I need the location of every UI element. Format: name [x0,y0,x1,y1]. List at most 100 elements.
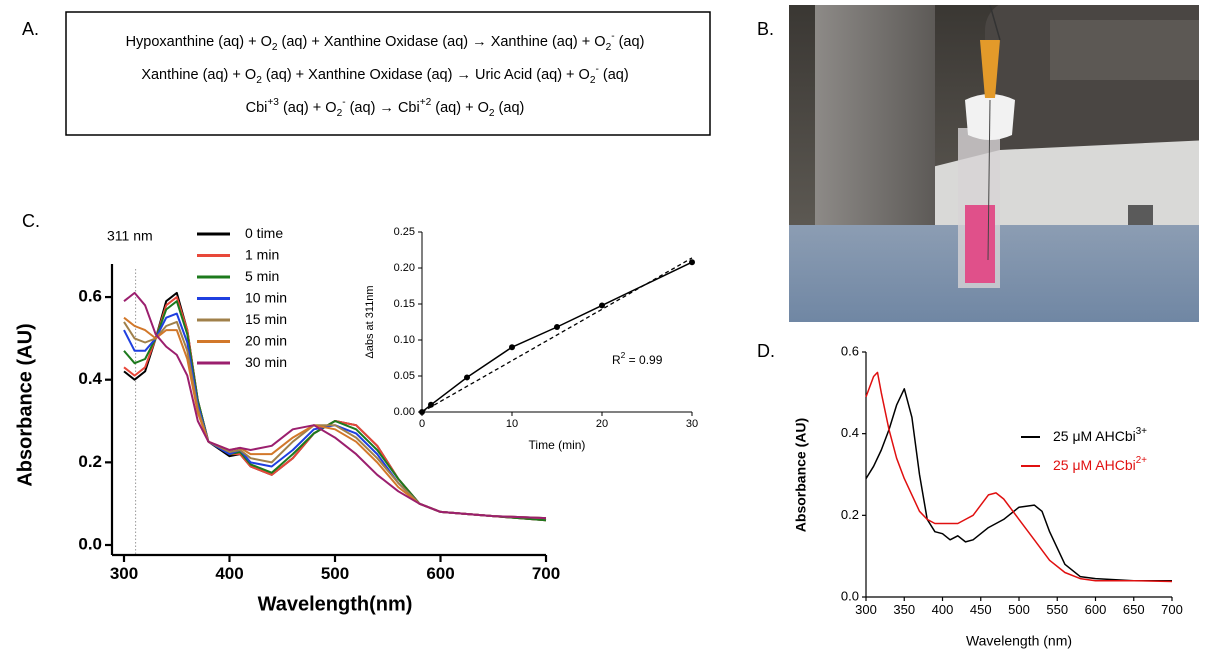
legend-label: 30 min [245,354,287,370]
text-run: (aq) [615,34,645,50]
text-run: (aq) + Xanthine Oxidase (aq) → Xanthine … [278,34,606,50]
panel-label: D. [757,341,775,361]
x-tick-label: 700 [532,564,560,583]
x-tick-label: 600 [1085,602,1107,617]
superscript: - [342,97,345,108]
y-tick-label: 0.4 [78,369,102,388]
y-tick-label: 0.0 [78,534,102,553]
subscript: 2 [256,75,262,86]
x-tick-label: 450 [970,602,992,617]
panel-label: A. [22,19,39,39]
annotation: R2 = 0.99 [612,350,663,367]
y-axis-title: Absorbance (AU) [793,418,809,532]
text-run: 25 μM AHCbi [1053,457,1136,473]
series-line [865,388,1172,582]
text-run: R [612,353,621,367]
x-tick-label: 300 [110,564,138,583]
data-point [689,259,695,266]
reaction: Hypoxanthine (aq) + O2 (aq) + Xanthine O… [126,31,645,53]
annotation: 311 nm [107,228,153,244]
reaction: Xanthine (aq) + O2 (aq) + Xanthine Oxida… [141,64,628,86]
y-tick-label: 0.6 [78,287,102,306]
series-line [123,312,547,520]
superscript: +3 [267,97,279,108]
y-axis-title: Absorbance (AU) [14,323,36,486]
legend-label: 0 time [245,225,283,241]
series-line [421,261,693,413]
y-tick-label: 0.2 [78,452,102,471]
panel-label: C. [22,211,40,231]
x-tick-label: 650 [1123,602,1145,617]
y-tick-label: 0.05 [394,370,415,382]
text-run: 30 min [245,354,287,370]
text-run: (aq) + O [431,100,489,116]
x-tick-label: 10 [506,418,518,430]
superscript: 2+ [1136,455,1147,466]
subscript: 2 [489,108,495,119]
text-run: Hypoxanthine (aq) + O [126,34,272,50]
text-run: (aq) → Cbi [346,100,420,116]
text-run: (aq) [495,100,525,116]
data-point [599,302,605,309]
x-tick-label: 500 [1008,602,1030,617]
legend-label: 5 min [245,268,279,284]
panel-label: B. [757,19,774,39]
text-run: (aq) + Xanthine Oxidase (aq) → Uric Acid… [262,67,590,83]
superscript: +2 [420,97,432,108]
x-tick-label: 400 [215,564,243,583]
subscript: 2 [272,42,278,53]
series-line [123,300,547,522]
data-point [428,401,434,408]
text-run: 1 min [245,246,279,262]
legend-label: 1 min [245,246,279,262]
x-tick-label: 350 [893,602,915,617]
text-run: Cbi [246,100,268,116]
y-tick-label: 0.00 [394,406,415,418]
text-run: 0 time [245,225,283,241]
text-run: (aq) [599,67,629,83]
data-point [419,409,425,415]
reaction-box [65,11,711,136]
legend-label: 20 min [245,332,287,348]
x-tick-label: 600 [426,564,454,583]
x-tick-label: 300 [855,602,877,617]
x-tick-label: 500 [321,564,349,583]
y-tick-label: 0.10 [394,334,415,346]
x-tick-label: 400 [932,602,954,617]
x-tick-label: 550 [1046,602,1068,617]
text-run: 15 min [245,311,287,327]
x-axis-title: Wavelength (nm) [966,633,1072,649]
legend-label: 25 μM AHCbi2+ [1053,455,1147,473]
text-run: 10 min [245,289,287,305]
text-run: 5 min [245,268,279,284]
text-run: (aq) + O [279,100,337,116]
legend-label: 15 min [245,311,287,327]
x-axis-title: Time (min) [529,438,586,452]
series-line [123,296,547,522]
data-point [464,374,470,381]
y-tick-label: 0.20 [394,262,415,274]
superscript: 3+ [1136,426,1147,437]
x-tick-label: 0 [419,418,425,430]
legend-label: 10 min [245,289,287,305]
series-line [865,371,1173,583]
photo [789,5,1199,322]
subscript: 2 [590,75,596,86]
text-run: 25 μM AHCbi [1053,428,1136,444]
subscript: 2 [606,42,612,53]
series-line [123,320,547,520]
data-point [509,344,515,351]
y-tick-label: 0.2 [841,507,859,522]
legend-label: 25 μM AHCbi3+ [1053,426,1147,444]
x-tick-label: 700 [1161,602,1183,617]
y-tick-label: 0.15 [394,298,415,310]
y-tick-label: 0.6 [841,343,859,358]
superscript: - [611,31,614,42]
y-tick-label: 0.25 [394,226,415,238]
series-line [123,291,547,520]
reaction: Cbi+3 (aq) + O2- (aq) → Cbi+2 (aq) + O2 … [246,97,525,119]
x-axis-title: Wavelength(nm) [258,593,413,615]
text-run: 20 min [245,332,287,348]
data-point [554,324,560,331]
y-tick-label: 0.4 [841,425,859,440]
